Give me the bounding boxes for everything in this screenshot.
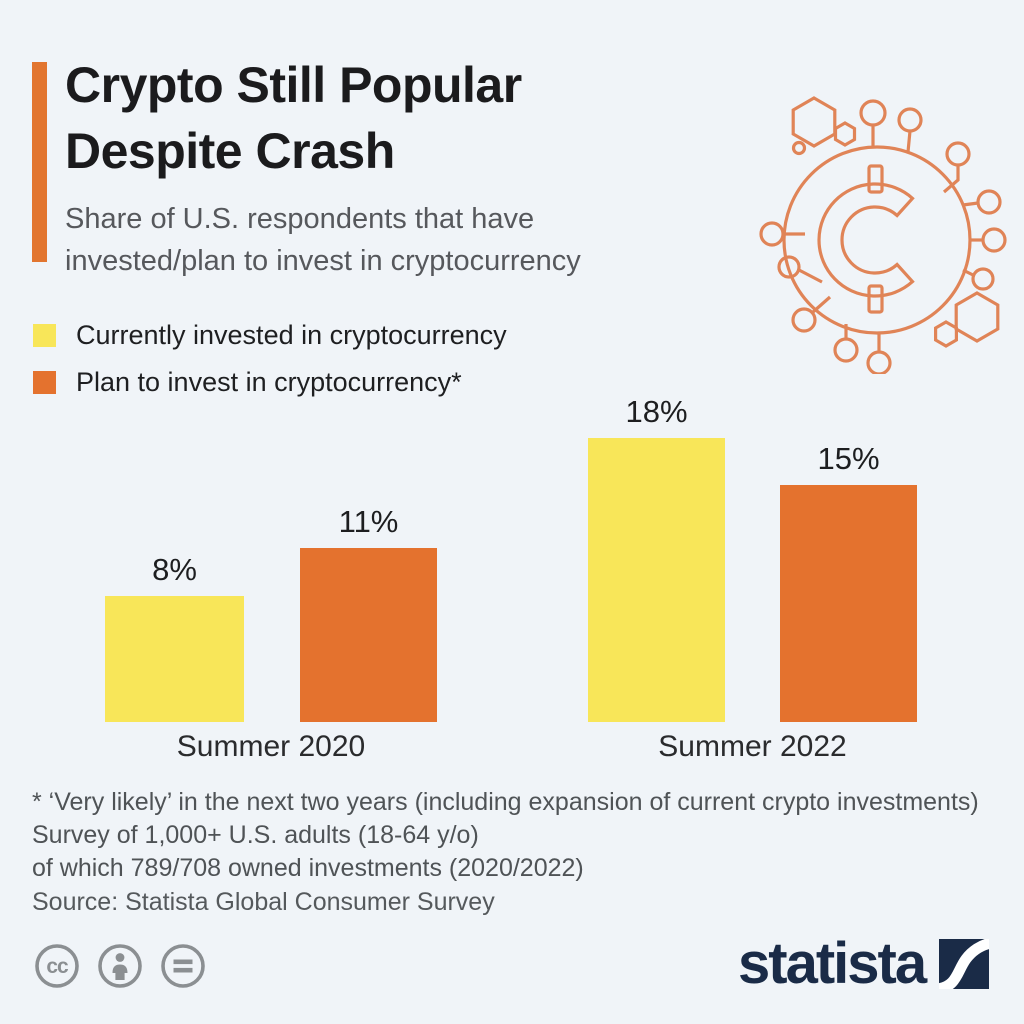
bar-plan-to-invest-2022 <box>780 485 917 722</box>
legend-label: Currently invested in cryptocurrency <box>76 320 507 350</box>
equals-icon[interactable] <box>159 942 207 990</box>
svg-text:cc: cc <box>46 955 69 978</box>
source-line: Source: Statista Global Consumer Survey <box>32 888 495 916</box>
crypto-coin-circuit-icon <box>759 96 1007 374</box>
legend-swatch-orange <box>33 371 56 394</box>
bar-value-label: 11% <box>338 504 399 539</box>
legend-item-plan-to-invest: Plan to invest in cryptocurrency* <box>33 367 462 398</box>
statista-logo[interactable]: statista <box>738 931 990 996</box>
bar-value-label: 18% <box>625 394 688 429</box>
subtitle-line2: invested/plan to invest in cryptocurrenc… <box>65 245 581 277</box>
footnote-line2: Survey of 1,000+ U.S. adults (18-64 y/o) <box>32 821 479 849</box>
legend-label: Plan to invest in cryptocurrency* <box>76 367 462 397</box>
title-accent-bar <box>32 62 47 262</box>
title-line1: Crypto Still Popular <box>65 57 522 113</box>
license-icons: cc <box>33 942 207 990</box>
bar-plan-to-invest-2020 <box>300 548 437 722</box>
title-line2: Despite Crash <box>65 123 395 179</box>
cc-icon[interactable]: cc <box>33 942 81 990</box>
page-subtitle: Share of U.S. respondents that have inve… <box>65 198 581 282</box>
subtitle-line1: Share of U.S. respondents that have <box>65 203 535 235</box>
footnote: * ‘Very likely’ in the next two years (i… <box>32 786 979 885</box>
bar-value-label: 8% <box>152 552 197 587</box>
statista-wordmark: statista <box>738 931 927 996</box>
legend-swatch-yellow <box>33 324 56 347</box>
legend-item-currently-invested: Currently invested in cryptocurrency <box>33 320 507 351</box>
bar-currently-invested-2020 <box>105 596 244 722</box>
statista-logo-mark <box>939 939 990 989</box>
category-label: Summer 2022 <box>658 730 847 763</box>
footnote-line1: * ‘Very likely’ in the next two years (i… <box>32 788 979 816</box>
bar-value-label: 15% <box>817 441 880 476</box>
attribution-icon[interactable] <box>96 942 144 990</box>
category-label: Summer 2020 <box>176 730 366 763</box>
bar-currently-invested-2022 <box>588 438 725 722</box>
page-title: Crypto Still Popular Despite Crash <box>65 52 522 184</box>
footnote-line3: of which 789/708 owned investments (2020… <box>32 854 584 882</box>
